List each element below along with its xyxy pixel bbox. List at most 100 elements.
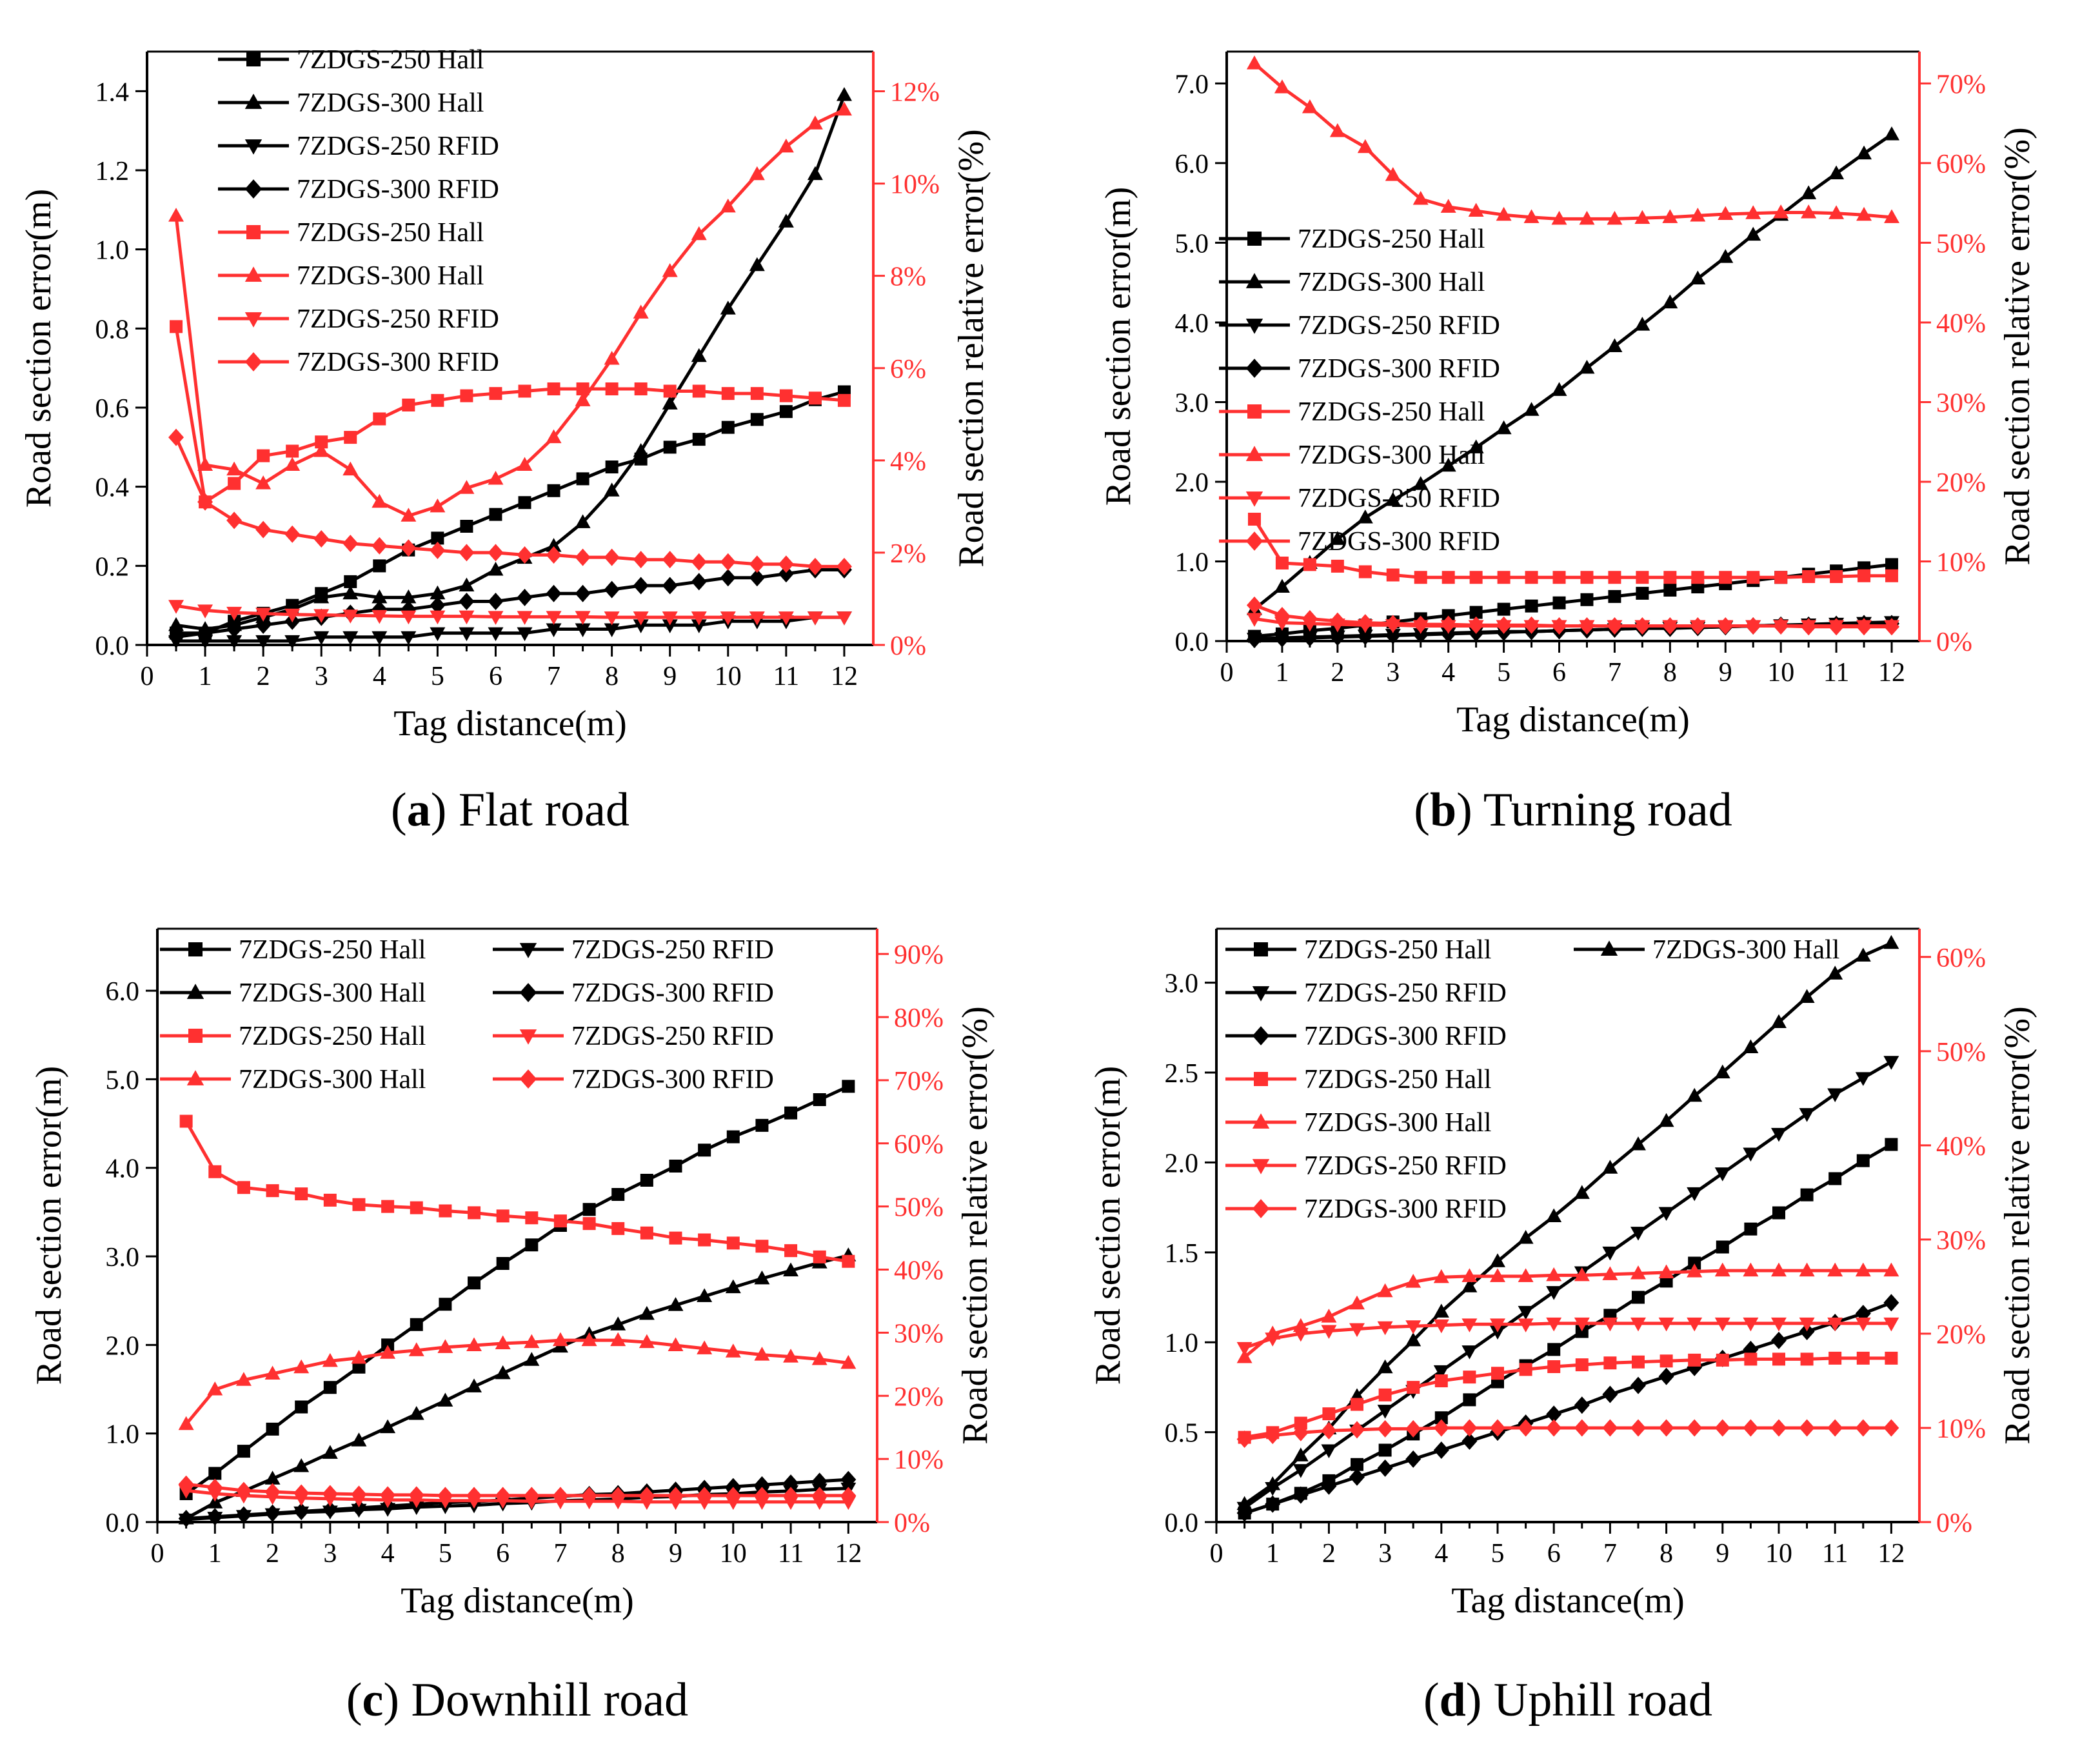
data-point (1236, 1349, 1253, 1363)
data-point (197, 457, 213, 471)
x-tick-label: 2 (266, 1539, 279, 1569)
data-point (401, 508, 417, 522)
data-point (1496, 206, 1512, 221)
data-point (611, 1187, 625, 1201)
data-point (720, 611, 736, 626)
data-point (691, 619, 707, 633)
data-point (1773, 204, 1789, 219)
data-point (170, 320, 183, 333)
data-point (639, 1305, 655, 1320)
data-point (315, 435, 328, 449)
data-point (459, 480, 475, 494)
data-point (1855, 1419, 1871, 1437)
data-point (1321, 1325, 1337, 1340)
x-tick-label: 5 (1497, 658, 1511, 688)
x-tick-label: 11 (773, 662, 799, 691)
data-point (669, 1160, 682, 1173)
data-point (1469, 606, 1483, 619)
data-point (1603, 1356, 1617, 1370)
y-tick-label: 3.0 (106, 1243, 140, 1272)
data-point (1856, 618, 1872, 636)
data-point (1321, 1309, 1337, 1323)
data-point (697, 1288, 713, 1302)
data-point (725, 1487, 741, 1505)
legend-item: 7ZDGS-250 RFID (493, 1022, 774, 1051)
data-point (235, 1506, 252, 1524)
data-point (1630, 1136, 1646, 1151)
legend-item: 7ZDGS-300 RFID (1219, 354, 1500, 384)
x-tick-label: 0 (151, 1539, 164, 1569)
data-point (1490, 1253, 1505, 1267)
y2-tick-label: 40% (1936, 1132, 1986, 1162)
data-point (720, 198, 736, 213)
data-point (1800, 1188, 1814, 1202)
data-point (1405, 1332, 1421, 1347)
data-point (1607, 617, 1623, 635)
data-point (1433, 1303, 1449, 1318)
data-point (1602, 1266, 1618, 1280)
y-tick-label: 5.0 (106, 1065, 140, 1095)
data-point (1714, 1167, 1730, 1182)
x-tick-label: 1 (1275, 658, 1289, 688)
data-point (1884, 126, 1900, 141)
data-point (1634, 210, 1650, 224)
series-absolute-7zdgs-300-hall (178, 1247, 857, 1525)
legend-marker (1254, 942, 1268, 956)
x-tick-label: 3 (1378, 1539, 1392, 1569)
data-point (439, 1204, 452, 1218)
data-point (344, 431, 357, 444)
data-point (496, 1209, 510, 1223)
data-point (662, 551, 678, 569)
data-point (284, 525, 301, 543)
data-point (1329, 531, 1345, 545)
data-point (1743, 1317, 1759, 1332)
data-point (1236, 1430, 1253, 1448)
data-point (1433, 1441, 1449, 1459)
y2-tick-label: 40% (894, 1256, 944, 1286)
legend-label: 7ZDGS-300 Hall (239, 978, 426, 1008)
data-point (255, 608, 272, 622)
data-point (1714, 1262, 1730, 1277)
data-point (575, 514, 591, 528)
data-point (1246, 631, 1262, 649)
x-tick-label: 6 (496, 1539, 510, 1569)
data-point (725, 1279, 741, 1294)
legend-label: 7ZDGS-250 Hall (1298, 224, 1485, 254)
data-point (1412, 626, 1429, 644)
data-point (1658, 1367, 1674, 1385)
data-point (1632, 1355, 1645, 1369)
data-point (1265, 1332, 1281, 1347)
x-tick-label: 4 (1434, 1539, 1448, 1569)
data-point (1377, 1405, 1393, 1419)
data-point (437, 1487, 453, 1505)
legend-marker (1247, 404, 1262, 419)
data-point (1855, 1317, 1871, 1332)
y2-tick-label: 0% (1936, 1509, 1972, 1538)
data-point (1827, 965, 1843, 980)
data-point (840, 1470, 857, 1489)
data-point (1828, 205, 1845, 219)
legend-label: 7ZDGS-300 RFID (571, 978, 774, 1008)
data-point (1461, 1318, 1478, 1332)
data-point (1293, 1447, 1309, 1461)
legend: 7ZDGS-250 Hall 7ZDGS-300 Hall 7ZDGS-250 RF… (1219, 224, 1500, 557)
legend-item: 7ZDGS-300 RFID (1219, 527, 1500, 557)
series-relative-7zdgs-300-rfid (168, 428, 852, 575)
data-point (1385, 166, 1401, 181)
data-point (1349, 1421, 1365, 1439)
data-point (295, 1187, 308, 1201)
data-point (691, 611, 707, 626)
data-point (1546, 1208, 1562, 1223)
legend-marker (188, 1029, 203, 1043)
data-point (725, 1343, 741, 1358)
data-point (1497, 602, 1511, 616)
x-tick-label: 1 (199, 662, 212, 691)
data-point (371, 609, 388, 624)
data-point (811, 1487, 827, 1505)
legend-label: 7ZDGS-250 RFID (571, 935, 774, 965)
legend-marker (244, 312, 262, 328)
legend-item: 7ZDGS-250 Hall (160, 1022, 426, 1051)
data-point (1827, 1419, 1843, 1437)
legend-item: 7ZDGS-300 RFID (493, 978, 774, 1008)
data-point (179, 1114, 193, 1128)
